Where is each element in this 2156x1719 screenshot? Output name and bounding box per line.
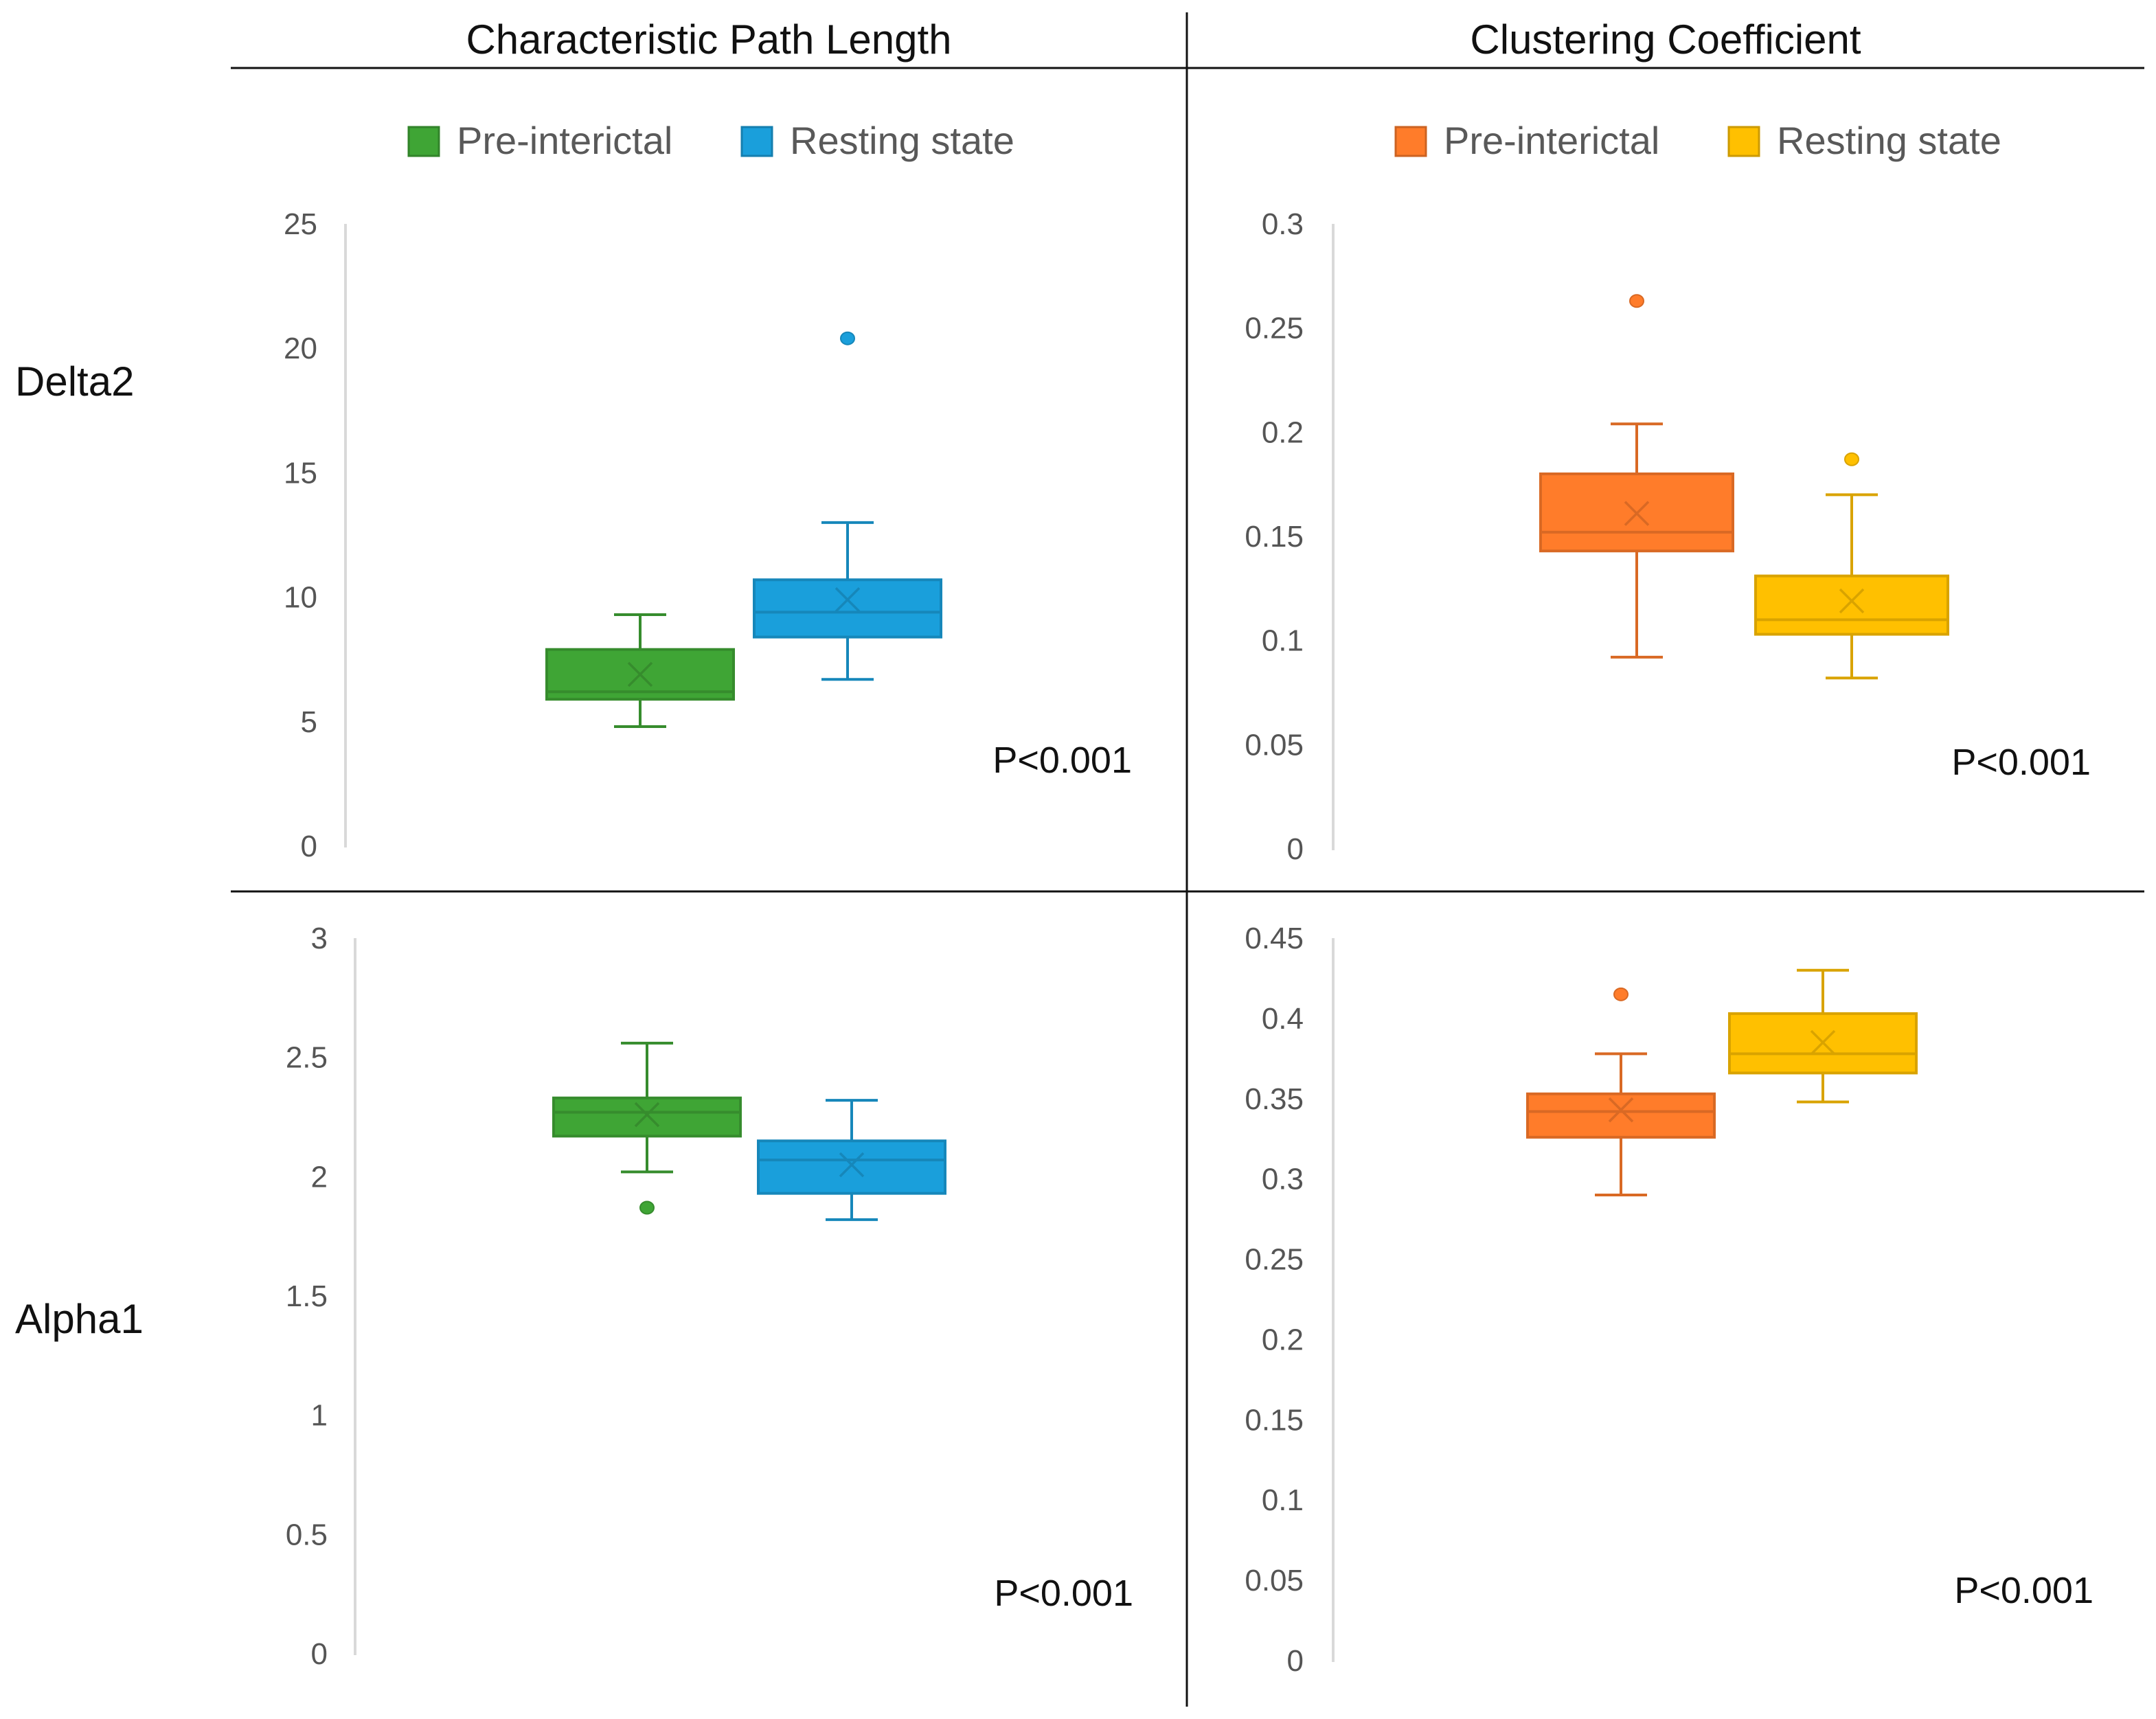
y-tick-label: 0.1 xyxy=(1262,624,1304,658)
y-tick-label: 3 xyxy=(311,922,328,955)
p-value-annotation: P<0.001 xyxy=(1954,1570,2093,1611)
outlier-point xyxy=(639,1200,655,1215)
y-tick-label: 0.25 xyxy=(1245,1243,1304,1277)
box-resting-state xyxy=(1728,968,1918,1104)
y-tick-label: 0.35 xyxy=(1245,1082,1304,1116)
panel-delta2-clustering: 0 0.05 0.1 0.15 0.2 0.25 0.3 Pre-interictal Rest… xyxy=(1245,119,2091,866)
box-pre-interictal xyxy=(1526,987,1716,1197)
legend-label-resting-state: Resting state xyxy=(1777,119,2001,162)
panel-alpha1-clustering: 0 0.05 0.1 0.15 0.2 0.25 0.3 0.35 0.4 0.45 P<0.001 xyxy=(1245,922,2093,1678)
y-tick-label: 0.15 xyxy=(1245,1403,1304,1437)
outlier-point xyxy=(840,331,855,345)
panel-delta2-path-length: 0 5 10 15 20 25 Pre-interictal Resting state P<0… xyxy=(284,119,1132,863)
p-value-annotation: P<0.001 xyxy=(1951,742,2091,783)
box-body xyxy=(753,578,942,639)
mean-marker xyxy=(1624,501,1650,526)
y-tick-label: 5 xyxy=(301,705,317,739)
y-tick-label: 1 xyxy=(311,1399,328,1433)
mean-marker xyxy=(634,1102,660,1128)
y-tick-label: 0.45 xyxy=(1245,922,1304,955)
legend-swatch-pre-interictal xyxy=(1394,126,1427,157)
panel-alpha1-path-length: 0 0.5 1 1.5 2 2.5 3 P<0.001 xyxy=(286,922,1133,1671)
mean-marker xyxy=(1810,1029,1836,1056)
box-body xyxy=(1754,574,1949,636)
outlier-point xyxy=(1629,294,1644,308)
box-pre-interictal xyxy=(545,613,735,729)
mean-marker xyxy=(1608,1097,1634,1123)
y-tick-label: 2 xyxy=(311,1160,328,1194)
box-pre-interictal xyxy=(1539,294,1734,659)
legend-label-pre-interictal: Pre-interictal xyxy=(457,119,672,162)
box-resting-state xyxy=(753,331,942,681)
box-resting-state xyxy=(757,1099,946,1221)
column-title-path-length: Characteristic Path Length xyxy=(466,16,951,62)
mean-marker xyxy=(839,1152,865,1178)
y-tick-label: 0.3 xyxy=(1262,207,1304,241)
legend-label-resting-state: Resting state xyxy=(790,119,1014,162)
outlier-point xyxy=(1613,987,1629,1001)
y-tick-label: 2.5 xyxy=(286,1041,328,1075)
y-tick-label: 0 xyxy=(1287,832,1304,866)
row-label-alpha1: Alpha1 xyxy=(15,1296,144,1342)
legend-swatch-resting-state xyxy=(740,126,773,157)
y-tick-label: 0 xyxy=(301,830,317,863)
box-body xyxy=(1539,473,1734,553)
y-tick-label: 0.2 xyxy=(1262,415,1304,449)
legend-swatch-resting-state xyxy=(1727,126,1760,157)
y-tick-label: 1.5 xyxy=(286,1279,328,1313)
y-tick-label: 15 xyxy=(284,456,317,490)
row-label-delta2: Delta2 xyxy=(15,358,134,405)
y-tick-label: 0.5 xyxy=(286,1518,328,1551)
box-pre-interictal xyxy=(552,1041,742,1215)
mean-marker xyxy=(835,587,861,613)
y-tick-label: 0.4 xyxy=(1262,1002,1304,1036)
box-body xyxy=(757,1139,946,1195)
y-tick-label: 0.25 xyxy=(1245,312,1304,345)
y-tick-label: 0.3 xyxy=(1262,1163,1304,1196)
y-tick-label: 25 xyxy=(284,207,317,241)
y-tick-label: 0.05 xyxy=(1245,728,1304,762)
y-tick-label: 10 xyxy=(284,581,317,615)
y-tick-label: 0.05 xyxy=(1245,1564,1304,1597)
y-tick-label: 20 xyxy=(284,332,317,365)
y-tick-label: 0 xyxy=(1287,1644,1304,1678)
box-body xyxy=(552,1096,742,1138)
mean-marker xyxy=(1839,588,1865,614)
y-tick-label: 0.2 xyxy=(1262,1323,1304,1356)
legend-swatch-pre-interictal xyxy=(407,126,440,157)
y-tick-label: 0 xyxy=(311,1637,328,1671)
p-value-annotation: P<0.001 xyxy=(994,1573,1133,1614)
p-value-annotation: P<0.001 xyxy=(992,740,1132,781)
outlier-point xyxy=(1844,452,1859,466)
y-tick-label: 0.1 xyxy=(1262,1483,1304,1517)
mean-marker xyxy=(627,661,653,687)
legend-label-pre-interictal: Pre-interictal xyxy=(1444,119,1659,162)
box-body xyxy=(1526,1092,1716,1139)
box-resting-state xyxy=(1754,452,1949,680)
y-tick-label: 0.15 xyxy=(1245,520,1304,554)
column-title-clustering: Clustering Coefficient xyxy=(1470,16,1861,62)
